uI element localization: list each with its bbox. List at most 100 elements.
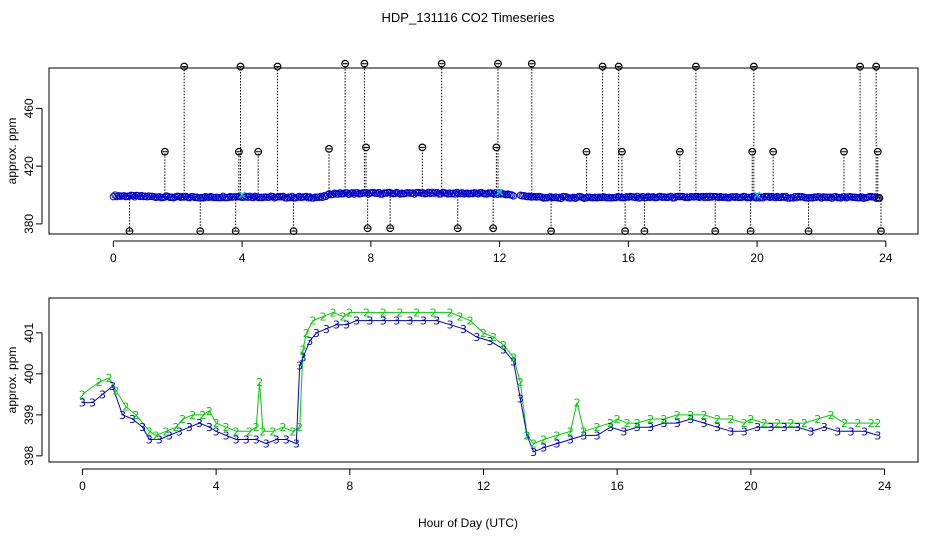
baseline-point: [633, 192, 642, 201]
series-3-point: 3: [567, 433, 574, 446]
bottom-series-lines: [82, 311, 879, 453]
series-2-line: [82, 311, 878, 445]
baseline-point: [426, 189, 434, 198]
series-2-point: 2: [457, 310, 464, 323]
baseline-point: [637, 193, 645, 202]
series-3-point: 3: [473, 331, 480, 344]
series-3-point: 3: [206, 421, 213, 434]
series-3-point: 3: [660, 417, 667, 430]
baseline-point: [111, 191, 119, 199]
baseline-point: [433, 188, 442, 197]
baseline-point: [323, 191, 332, 199]
outlier-point: [231, 227, 240, 236]
outlier-point: [769, 147, 778, 156]
series-3-point: 3: [146, 433, 153, 446]
series-3-point: 3: [620, 425, 627, 438]
baseline-point: [437, 190, 445, 198]
outlier-point: [489, 224, 498, 233]
series-3-point: 3: [741, 425, 748, 438]
series-2-point: 2: [320, 310, 327, 323]
series-2-point: 2: [189, 409, 196, 422]
series-2-point: 2: [554, 429, 561, 442]
outlier-point: [180, 62, 189, 71]
outlier-point: [856, 62, 864, 71]
baseline-point: [702, 192, 711, 201]
series-2-point: 2: [574, 397, 581, 410]
series-2-point: 2: [614, 413, 621, 426]
outlier-point: [494, 59, 502, 68]
outlier-point: [621, 227, 630, 236]
series-3-point: 3: [366, 315, 373, 328]
outlier-point: [748, 147, 757, 156]
series-3-point: 3: [821, 421, 828, 434]
top-mean-markers: [238, 188, 761, 199]
outlier-point: [254, 147, 263, 156]
series-2-point: 2: [874, 417, 881, 430]
series-2-point: 2: [580, 425, 587, 438]
series-3-point: 3: [406, 315, 413, 328]
baseline-point: [571, 194, 580, 202]
series-3-point: 3: [808, 425, 815, 438]
outlier-point: [125, 227, 134, 236]
series-3-point: 3: [487, 335, 494, 348]
y-tick-label: 460: [22, 98, 36, 118]
outlier-point: [872, 62, 881, 71]
x-tick-label: 20: [744, 479, 758, 493]
series-2-point: 2: [624, 417, 631, 430]
series-2-point: 2: [96, 376, 103, 389]
series-2-point: 2: [269, 425, 276, 438]
series-3-point: 3: [176, 425, 183, 438]
baseline-point: [336, 189, 344, 197]
series-2-point: 2: [296, 421, 303, 434]
series-2-point: 2: [396, 306, 403, 319]
baseline-point: [764, 192, 773, 201]
baseline-point: [410, 190, 419, 198]
series-2-point: 2: [828, 409, 835, 422]
x-tick-label: 12: [493, 251, 507, 265]
outlier-point: [804, 227, 813, 236]
baseline-point: [343, 189, 351, 197]
baseline-point: [129, 191, 137, 200]
outlier-point: [598, 62, 607, 71]
baseline-point: [268, 192, 277, 201]
series-2-point: 2: [380, 306, 387, 319]
outlier-point: [341, 59, 350, 68]
outlier-point: [160, 147, 169, 156]
series-2-point: 2: [447, 306, 454, 319]
series-2-point: 2: [79, 388, 86, 401]
baseline-point: [792, 193, 801, 202]
series-3-point: 3: [754, 421, 761, 434]
outlier-point: [640, 227, 649, 236]
x-tick-label: 8: [368, 251, 375, 265]
series-2-point: 2: [530, 438, 537, 451]
y-tick-label: 380: [22, 214, 36, 234]
baseline-point: [279, 192, 288, 201]
series-2-point: 2: [223, 421, 230, 434]
outlier-point: [234, 147, 243, 156]
baseline-point: [631, 193, 640, 202]
series-3-point: 3: [674, 417, 681, 430]
series-3-point: 3: [834, 425, 841, 438]
outlier-point: [289, 227, 298, 236]
series-3-point: 3: [460, 323, 467, 336]
series-2-point: 2: [162, 425, 169, 438]
top-outlier-lines: [128, 63, 882, 232]
series-3-point: 3: [530, 446, 537, 459]
series-3-point: 3: [109, 380, 116, 393]
series-3-point: 3: [714, 421, 721, 434]
series-2-point: 2: [106, 372, 113, 385]
baseline-point: [334, 190, 342, 198]
series-3-point: 3: [848, 425, 855, 438]
series-3-point: 3: [794, 421, 801, 434]
baseline-point: [667, 192, 675, 201]
x-axis-label: Hour of Day (UTC): [418, 516, 518, 530]
outlier-point: [453, 224, 462, 233]
outlier-point: [711, 227, 720, 236]
outlier-point: [675, 147, 684, 156]
outlier-point: [614, 62, 623, 71]
baseline-point: [638, 192, 647, 201]
outlier-point: [749, 62, 758, 71]
outlier-point: [492, 143, 501, 152]
